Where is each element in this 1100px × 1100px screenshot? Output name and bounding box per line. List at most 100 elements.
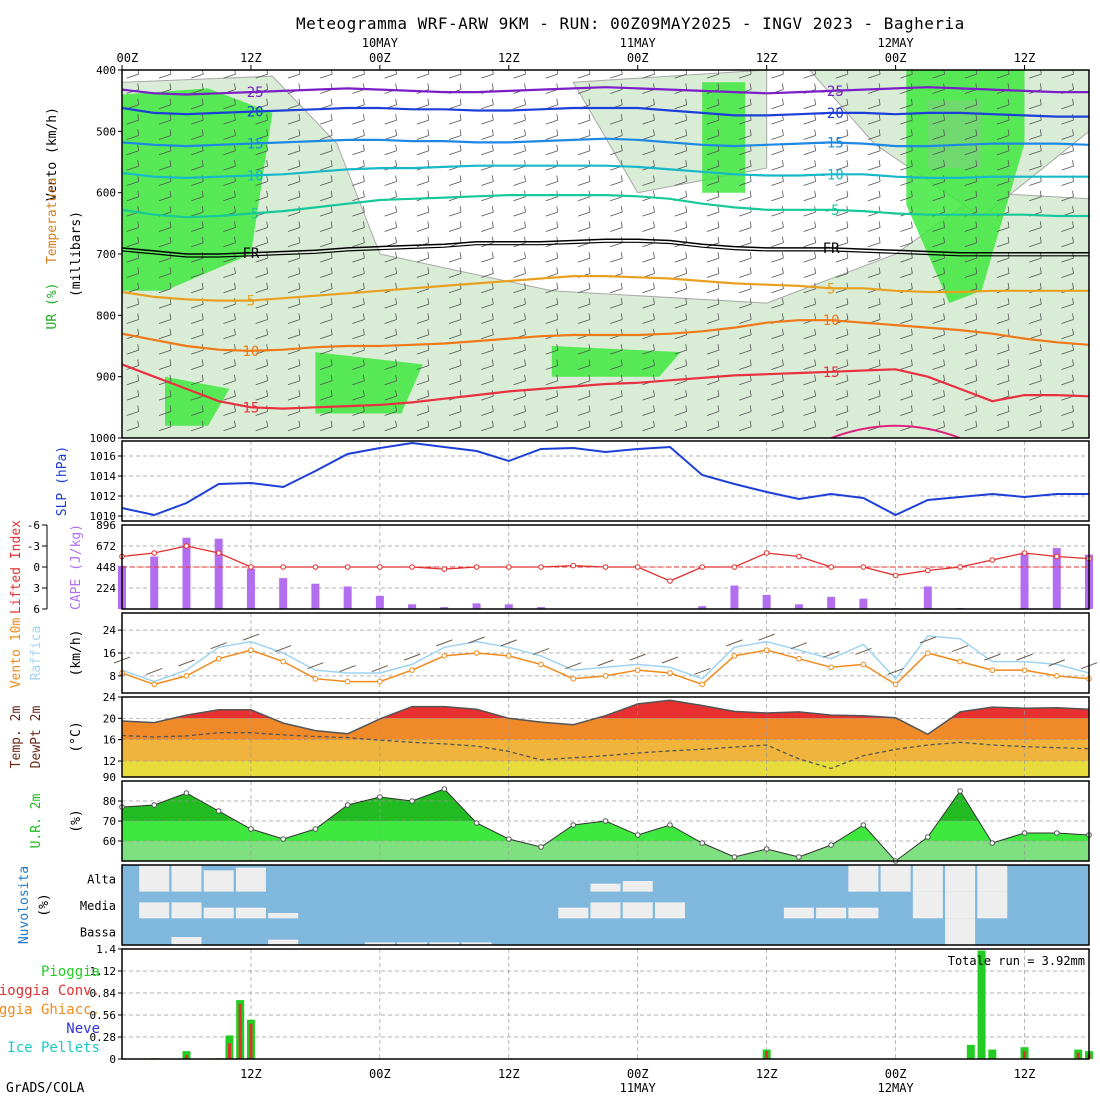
li-point [538, 564, 544, 570]
wind-barb [835, 420, 849, 432]
wind-barb [577, 282, 591, 294]
wind-barb [287, 328, 301, 340]
wind-barb [771, 190, 784, 202]
wind-barb [996, 129, 1010, 140]
li-tick-label: -6 [27, 519, 40, 532]
wind-point [892, 681, 899, 688]
rain-bar [977, 950, 986, 1059]
cape-bar [730, 585, 739, 609]
li-point [248, 564, 254, 570]
wind-barb [932, 190, 945, 202]
wind-barb [835, 221, 849, 232]
wind-tick-label: 24 [103, 624, 117, 637]
wind-barb [739, 267, 752, 278]
wind-barb [1061, 221, 1074, 232]
wind-barb [126, 236, 140, 248]
wind-barb [674, 175, 688, 186]
wind-barb [964, 221, 978, 232]
precip-legend-label: Pioggia Ghiacc. [0, 1002, 100, 1018]
wind-barb [706, 70, 720, 79]
wind-barb [545, 374, 559, 386]
precip-tick-label: 1.4 [96, 943, 116, 956]
wind-barb [642, 405, 655, 416]
rh-point [1021, 830, 1028, 836]
wind-barb [223, 160, 236, 171]
wind-barb [545, 175, 559, 186]
temp-line [121, 699, 1090, 736]
wind-barb [867, 190, 881, 202]
wind-barb [867, 114, 881, 125]
wind-arrow [210, 642, 227, 650]
cloud-media-block [203, 907, 234, 919]
wind-barb [706, 129, 720, 140]
cloud-alta-block [848, 865, 879, 892]
isotherm-label: -20 [818, 106, 843, 122]
cape-bar [827, 596, 836, 609]
wind-barb [481, 344, 494, 355]
wind-barb [771, 144, 784, 156]
wind-barb [320, 390, 333, 401]
wind-barb [771, 70, 784, 79]
frame-temp [121, 696, 1090, 778]
wind-barb [448, 405, 462, 416]
wind-barb [255, 420, 269, 432]
wind-barb [932, 160, 945, 171]
li-tick-label: 0 [33, 561, 40, 574]
wind-barb [1029, 405, 1042, 416]
wind-barb [448, 98, 462, 110]
wind-barb [674, 420, 688, 432]
wind-barb [1029, 144, 1042, 156]
wind-barb [448, 313, 462, 324]
li-point [1021, 550, 1028, 556]
cloud-alta-block [590, 883, 621, 892]
wind-arrow [371, 665, 389, 673]
dew-line [121, 732, 1090, 770]
wind-barb [126, 160, 140, 171]
wind-barb [384, 313, 398, 324]
wind-barb [513, 129, 526, 140]
pressure-tick-label: 700 [96, 248, 116, 261]
wind-barb [610, 390, 623, 401]
wind-barb [610, 144, 623, 156]
cloud-bassa-block [945, 918, 976, 945]
wind-barb [255, 374, 269, 386]
wind-barb [545, 282, 559, 294]
wind-barb [416, 129, 430, 140]
wind-point [506, 653, 512, 659]
wind-barb [255, 114, 269, 125]
wind-barb [835, 359, 849, 370]
wind-barb [771, 98, 784, 110]
wind-barb [867, 236, 881, 248]
lifted-label: Lifted Index [9, 520, 24, 614]
wind-barb [320, 282, 333, 294]
wind-barb [481, 298, 494, 309]
wind-barb [352, 359, 365, 370]
wind-barb [932, 114, 945, 125]
wind-barb [384, 390, 398, 401]
frame-cape [121, 524, 1090, 610]
wind-barb [803, 98, 817, 110]
wind-barb [191, 359, 204, 370]
wind-barb [674, 390, 688, 401]
wind-barb [320, 144, 333, 156]
wind-barb [223, 98, 236, 110]
rh-tick-label: 60 [103, 835, 116, 848]
wind-barb [900, 328, 913, 340]
wind-barb [352, 221, 365, 232]
wind-barb [513, 98, 526, 110]
temperatura-label: Temperatura [45, 178, 60, 264]
wind-barb [448, 359, 462, 370]
temp-band [122, 739, 1089, 761]
wind-barb [610, 359, 623, 370]
li-point [409, 564, 415, 570]
wind-barb [255, 221, 269, 232]
rh-point [183, 790, 190, 796]
slp-tick-label: 1016 [90, 450, 117, 463]
wind-barb [255, 282, 269, 294]
wind-barb [481, 175, 494, 186]
wind-barb [577, 70, 591, 79]
wind-point [731, 653, 738, 659]
wind-barb [126, 267, 140, 278]
wind-barb [803, 405, 817, 416]
cloud-media-block [622, 902, 653, 919]
